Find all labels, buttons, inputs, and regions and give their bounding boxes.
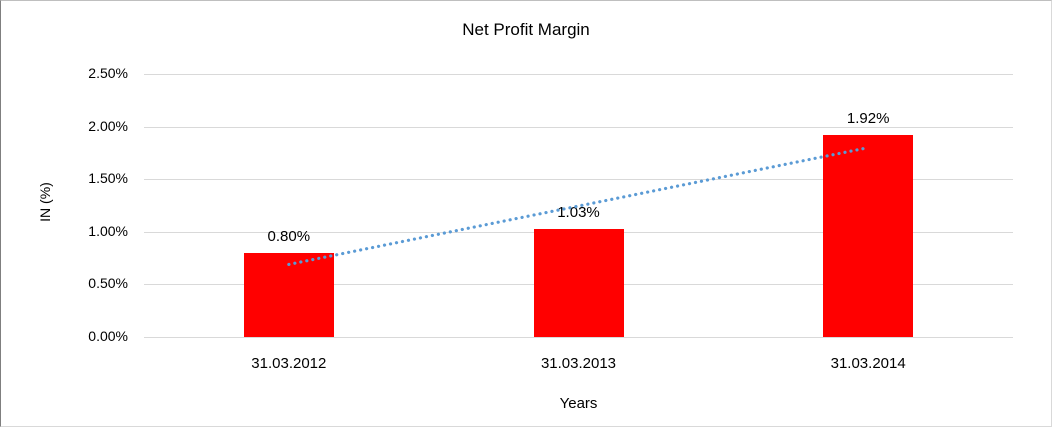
y-tick-label: 2.50% (88, 65, 128, 81)
x-tick-label: 31.03.2012 (251, 355, 327, 372)
plot-area: 0.00% 0.50% 1.00% 1.50% 2.00% 2.50% 0.80% 31.03… (88, 65, 1013, 372)
y-tick-label: 1.00% (88, 222, 128, 239)
gridline (144, 126, 1013, 128)
bar-value-label: 1.92% (846, 110, 890, 128)
chart-title: Net Profit Margin (462, 20, 590, 39)
bar-value-label: 0.80% (267, 227, 311, 245)
gridline (144, 179, 1013, 181)
y-tick-label: 0.00% (88, 328, 128, 344)
trendline (287, 146, 870, 267)
x-axis-title: Years (559, 395, 598, 412)
bar (533, 228, 624, 337)
gridline (144, 74, 1013, 75)
bar (823, 135, 914, 337)
bar-value-label: 1.03% (557, 203, 600, 221)
y-tick-label: 2.00% (88, 117, 128, 134)
x-tick-label: 31.03.2013 (540, 355, 617, 372)
y-tick-label: 0.50% (88, 275, 128, 292)
y-axis-title: IN (%) (37, 182, 53, 222)
bar (243, 252, 334, 337)
gridline (144, 337, 1013, 338)
x-tick-label: 31.03.2014 (830, 355, 906, 372)
y-tick-label: 1.50% (88, 170, 128, 187)
